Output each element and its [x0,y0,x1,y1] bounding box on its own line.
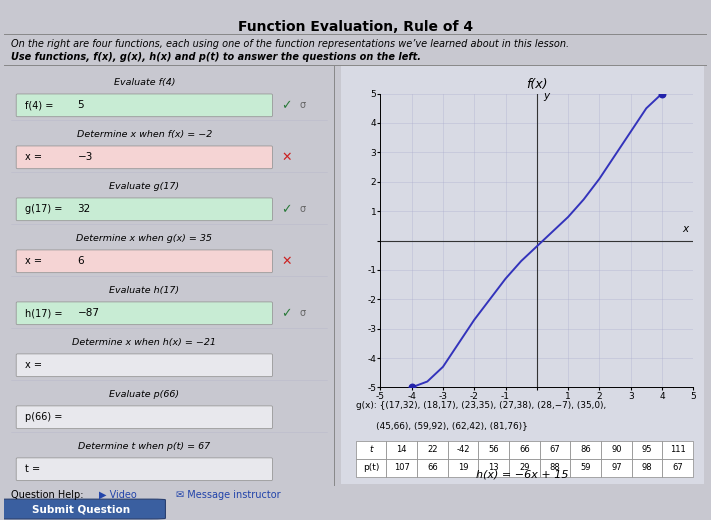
Text: 6: 6 [77,256,84,266]
FancyBboxPatch shape [341,64,704,484]
Text: 90: 90 [611,445,621,454]
Bar [448,459,479,477]
Bar [540,459,570,477]
Text: 56: 56 [488,445,499,454]
Text: t =: t = [25,464,40,474]
FancyBboxPatch shape [16,406,272,428]
Text: p(t): p(t) [363,463,379,472]
Text: 66: 66 [427,463,438,472]
Text: h(x) = −6x + 15: h(x) = −6x + 15 [476,470,569,480]
Bar [417,441,448,459]
Text: 111: 111 [670,445,685,454]
Text: (45,66), (59,92), (62,42), (81,76)}: (45,66), (59,92), (62,42), (81,76)} [356,422,528,431]
Bar [509,459,540,477]
Text: g(17) =: g(17) = [25,204,62,214]
FancyBboxPatch shape [16,250,272,272]
Text: Question Help:: Question Help: [11,489,83,500]
Text: σ: σ [299,100,305,110]
Text: x =: x = [25,152,42,162]
FancyBboxPatch shape [16,354,272,376]
Text: Submit Question: Submit Question [32,504,130,514]
Text: 97: 97 [611,463,621,472]
Title: f(x): f(x) [526,78,547,91]
Bar [356,441,387,459]
Text: g(x): {(17,32), (18,17), (23,35), (27,38), (28,−7), (35,0),: g(x): {(17,32), (18,17), (23,35), (27,38… [356,401,606,410]
Bar [601,459,631,477]
Text: -42: -42 [456,445,470,454]
Text: Function Evaluation, Rule of 4: Function Evaluation, Rule of 4 [238,20,473,33]
Text: ✕: ✕ [282,255,292,268]
Text: ✓: ✓ [282,203,292,216]
Point [406,383,417,392]
Text: 95: 95 [642,445,652,454]
Text: Determine x when h(x) = −21: Determine x when h(x) = −21 [73,338,216,347]
Text: Evaluate p(66): Evaluate p(66) [109,390,179,399]
Text: 22: 22 [427,445,438,454]
Text: 32: 32 [77,204,91,214]
Bar [570,441,601,459]
Text: ✓: ✓ [282,307,292,320]
Text: 107: 107 [394,463,410,472]
Text: ▶ Video: ▶ Video [99,489,137,500]
Text: 86: 86 [580,445,591,454]
Text: On the right are four functions, each using one of the function representations : On the right are four functions, each us… [11,39,569,49]
Text: 88: 88 [550,463,560,472]
Bar [570,459,601,477]
Text: Evaluate g(17): Evaluate g(17) [109,182,179,191]
Bar [448,441,479,459]
Text: 29: 29 [519,463,530,472]
Text: Use functions, f(x), g(x), h(x) and p(t) to answer the questions on the left.: Use functions, f(x), g(x), h(x) and p(t)… [11,52,421,62]
Bar [356,459,387,477]
Text: 13: 13 [488,463,499,472]
Text: t: t [369,445,373,454]
Bar [540,441,570,459]
Bar [417,459,448,477]
Text: h(17) =: h(17) = [25,308,62,318]
Bar [479,441,509,459]
Text: 14: 14 [397,445,407,454]
Text: ✕: ✕ [282,151,292,164]
Bar [631,459,663,477]
Text: ✉ Message instructor: ✉ Message instructor [176,489,281,500]
Text: Determine x when g(x) = 35: Determine x when g(x) = 35 [76,234,213,243]
Text: Determine x when f(x) = −2: Determine x when f(x) = −2 [77,130,212,139]
FancyBboxPatch shape [16,302,272,324]
Text: x: x [683,224,688,233]
FancyBboxPatch shape [16,146,272,168]
Text: ✓: ✓ [282,99,292,112]
Text: 66: 66 [519,445,530,454]
Bar [387,459,417,477]
Text: −87: −87 [77,308,100,318]
Point [656,89,668,98]
Bar [663,459,693,477]
Text: σ: σ [299,308,305,318]
FancyBboxPatch shape [0,499,166,519]
Text: 67: 67 [673,463,683,472]
FancyBboxPatch shape [16,94,272,116]
Bar [601,441,631,459]
Bar [479,459,509,477]
Text: Determine t when p(t) = 67: Determine t when p(t) = 67 [78,442,210,451]
Text: Evaluate h(17): Evaluate h(17) [109,286,179,295]
FancyBboxPatch shape [16,198,272,220]
Text: σ: σ [299,204,305,214]
Bar [387,441,417,459]
FancyBboxPatch shape [16,458,272,480]
Text: x =: x = [25,360,42,370]
Text: y: y [543,92,550,101]
Text: p(66) =: p(66) = [25,412,62,422]
Text: x =: x = [25,256,42,266]
Text: 5: 5 [77,100,84,110]
Bar [663,441,693,459]
Text: 59: 59 [580,463,591,472]
Text: 67: 67 [550,445,560,454]
Text: 19: 19 [458,463,469,472]
Text: f(4) =: f(4) = [25,100,53,110]
Bar [631,441,663,459]
Text: −3: −3 [77,152,93,162]
Bar [509,441,540,459]
Text: 98: 98 [642,463,652,472]
Text: Evaluate f(4): Evaluate f(4) [114,78,175,87]
